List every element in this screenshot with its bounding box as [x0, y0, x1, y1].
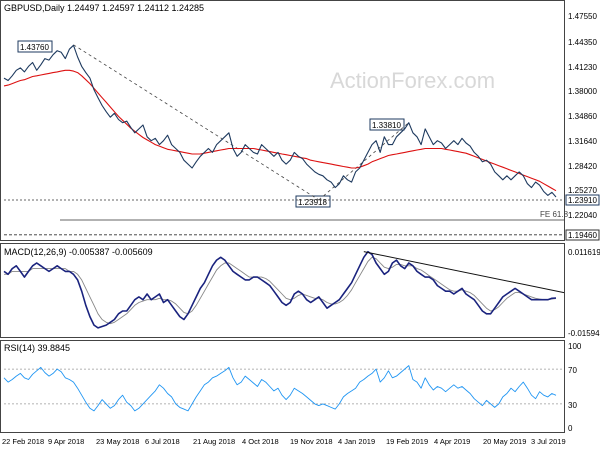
x-tick-label: 6 Jul 2018 — [145, 437, 180, 446]
price-y-tick-label: 1.25270 — [568, 186, 597, 195]
macd-trendline — [363, 251, 565, 294]
fe-price-label: 1.19460 — [568, 231, 597, 240]
rsi-y-tick-label: 70 — [568, 366, 577, 375]
x-tick-label: 4 Apr 2019 — [434, 437, 470, 446]
x-tick-label: 19 Feb 2019 — [386, 437, 428, 446]
mid-high-label: 1.33810 — [372, 121, 401, 130]
x-tick-label: 3 Jul 2019 — [531, 437, 566, 446]
moving-average-line — [3, 69, 557, 192]
high-label: 1.43760 — [20, 43, 49, 52]
x-tick-label: 21 Aug 2018 — [193, 437, 235, 446]
x-tick-label: 4 Jan 2019 — [338, 437, 375, 446]
x-axis: 22 Feb 2018 9 Apr 2018 23 May 2018 6 Jul… — [2, 437, 566, 446]
macd-y-tick-label: -0.015949 — [568, 329, 600, 338]
rsi-panel-frame — [0, 340, 565, 433]
current-price-label: 1.23910 — [568, 196, 597, 205]
price-y-tick-label: 1.34860 — [568, 112, 597, 121]
x-tick-label: 19 Nov 2018 — [290, 437, 333, 446]
x-tick-label: 22 Feb 2018 — [2, 437, 44, 446]
fe-price-tag — [565, 229, 600, 241]
down-trendline — [73, 44, 320, 201]
rsi-y-tick-label: 30 — [568, 401, 577, 410]
x-tick-label: 23 May 2018 — [96, 437, 139, 446]
price-y-axis: 1.47550 1.44350 1.41230 1.38000 1.34860 … — [568, 12, 597, 220]
up-trendline — [318, 122, 410, 201]
x-tick-label: 20 May 2019 — [483, 437, 526, 446]
main-chart-title: GBPUSD,Daily 1.24497 1.24597 1.24112 1.2… — [4, 3, 204, 13]
mid-high-label-box — [369, 118, 405, 131]
rsi-y-tick-label: 100 — [568, 342, 582, 351]
price-y-tick-label: 1.41230 — [568, 63, 597, 72]
fe-level-label: FE 61.8 — [540, 210, 569, 219]
watermark: ActionForex.com — [330, 68, 495, 93]
rsi-title: RSI(14) 39.8845 — [4, 343, 70, 353]
x-tick-label: 9 Apr 2018 — [48, 437, 84, 446]
price-y-tick-label: 1.38000 — [568, 87, 597, 96]
x-tick-label: 4 Oct 2018 — [242, 437, 279, 446]
price-y-tick-label: 1.22040 — [568, 211, 597, 220]
macd-title: MACD(12,26,9) -0.005387 -0.005609 — [4, 247, 153, 257]
price-y-tick-label: 1.44350 — [568, 38, 597, 47]
rsi-line — [3, 365, 557, 412]
price-line — [3, 44, 557, 198]
price-y-tick-label: 1.47550 — [568, 12, 597, 21]
current-price-tag — [565, 194, 600, 206]
high-label-box — [17, 40, 53, 53]
macd-signal-line — [4, 256, 557, 325]
low-label: 1.23918 — [298, 198, 327, 207]
macd-line — [3, 250, 557, 329]
rsi-y-tick-label: 0 — [568, 424, 573, 433]
price-y-tick-label: 1.28420 — [568, 162, 597, 171]
main-panel-frame — [0, 0, 565, 241]
macd-panel-frame — [0, 243, 565, 338]
macd-y-tick-label: 0.011619 — [568, 248, 600, 257]
price-y-tick-label: 1.31640 — [568, 137, 597, 146]
